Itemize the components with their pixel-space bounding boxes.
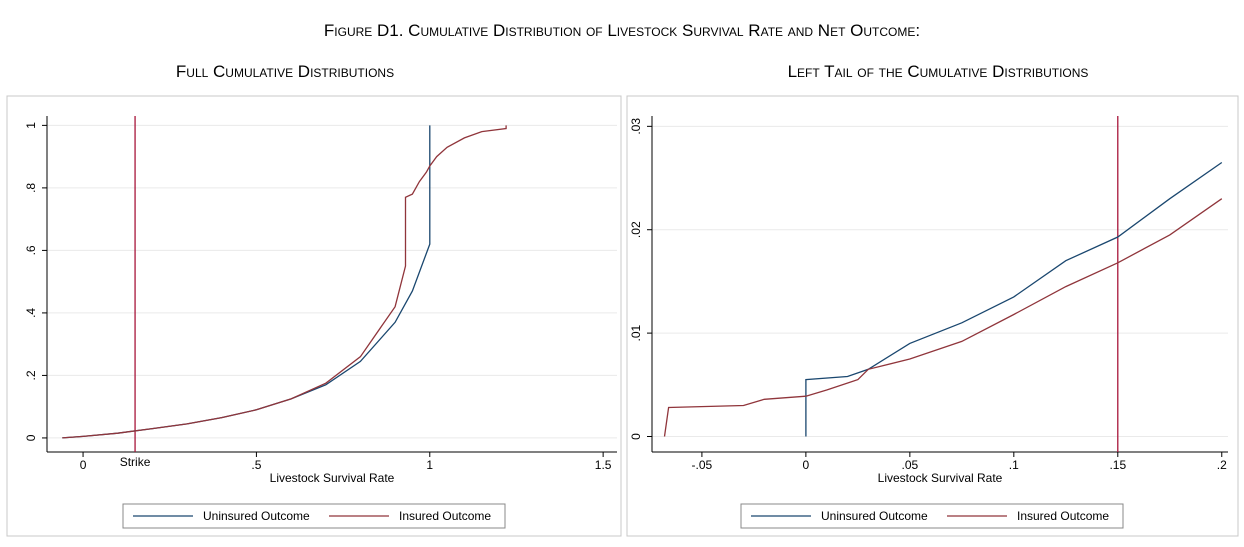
panel-frame [626,95,1239,537]
legend-label: Uninsured Outcome [203,509,310,523]
x-tick-label: .5 [251,458,261,472]
x-tick-label: .1 [1009,458,1019,472]
x-tick-label: .05 [902,458,919,472]
y-tick-label: 1 [24,122,38,129]
x-axis-label: Livestock Survival Rate [270,471,395,485]
x-tick-label: .2 [1217,458,1227,472]
page-title: Figure D1. Cumulative Distribution of Li… [324,21,920,40]
y-tick-label: .8 [24,183,38,193]
panel-subtitle: Full Cumulative Distributions [176,62,394,81]
legend-label: Uninsured Outcome [821,509,928,523]
reference-label: Strike [120,455,151,469]
y-tick-label: .03 [629,118,643,135]
y-tick-label: .4 [24,308,38,318]
y-tick-label: .01 [629,324,643,341]
x-tick-label: 0 [80,458,87,472]
x-tick-label: 1.5 [595,458,612,472]
y-tick-label: .2 [24,370,38,380]
panel-frame [6,95,622,537]
y-tick-label: 0 [629,433,643,440]
series-line [62,125,507,439]
x-tick-label: .15 [1109,458,1126,472]
legend-label: Insured Outcome [399,509,491,523]
x-tick-label: 0 [803,458,810,472]
y-tick-label: .6 [24,245,38,255]
y-tick-label: 0 [24,434,38,441]
legend-label: Insured Outcome [1017,509,1109,523]
y-tick-label: .02 [629,221,643,238]
panel-subtitle: Left Tail of the Cumulative Distribution… [788,62,1089,81]
x-tick-label: 1 [426,458,433,472]
x-axis-label: Livestock Survival Rate [878,471,1003,485]
x-tick-label: -.05 [692,458,713,472]
series-line [663,198,1223,437]
series-line [805,161,1223,437]
